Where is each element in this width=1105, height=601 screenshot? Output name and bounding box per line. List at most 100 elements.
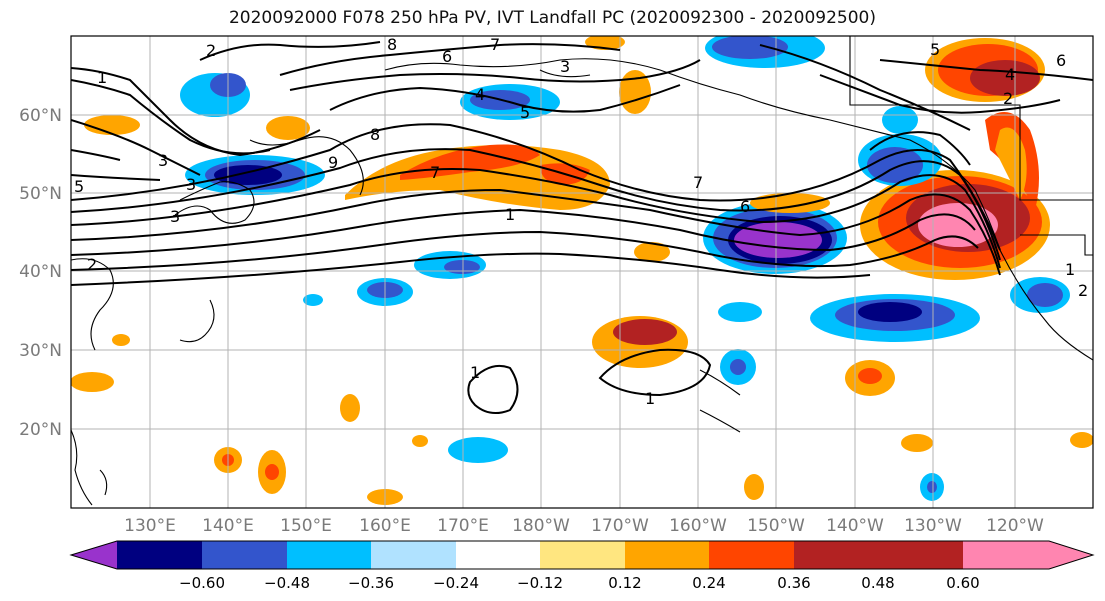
positive-anomaly-region xyxy=(340,394,360,422)
lon-label: 150°W xyxy=(747,516,805,536)
positive-anomaly-region xyxy=(400,144,540,180)
contour-label: 6 xyxy=(1056,51,1066,70)
graticule xyxy=(71,36,1093,508)
positive-anomaly-region xyxy=(412,435,428,447)
lat-label: 60°N xyxy=(19,106,62,126)
colorbar-segment xyxy=(963,541,1049,569)
colorbar-extend-low xyxy=(71,541,117,569)
contour-label: 4 xyxy=(1005,65,1015,84)
negative-anomaly-region xyxy=(444,260,480,274)
negative-anomaly-region xyxy=(734,222,822,258)
lon-label: 160°W xyxy=(669,516,727,536)
colorbar-tick: −0.60 xyxy=(179,574,225,592)
colorbar-segment xyxy=(287,541,371,569)
colorbar-segment xyxy=(456,541,540,569)
colorbar-outline xyxy=(69,540,1095,570)
colorbar-tick: 0.48 xyxy=(861,574,894,592)
contour-label: 8 xyxy=(370,125,380,144)
lat-label: 30°N xyxy=(19,341,62,361)
lon-label: 140°E xyxy=(202,516,254,536)
contour-label: 3 xyxy=(170,207,180,226)
lat-label: 20°N xyxy=(19,420,62,440)
colorbar-tick: 0.12 xyxy=(608,574,641,592)
contour-label: 3 xyxy=(158,151,168,170)
contour-label: 4 xyxy=(475,85,485,104)
colorbar-tick: −0.36 xyxy=(348,574,394,592)
contour-label: 6 xyxy=(442,47,452,66)
contour-label: 5 xyxy=(74,177,84,196)
lon-label: 170°E xyxy=(437,516,489,536)
contour-label: 7 xyxy=(430,163,440,182)
colorbar-segment xyxy=(625,541,709,569)
positive-anomaly-region xyxy=(266,116,310,140)
lon-label: 130°W xyxy=(904,516,962,536)
contour-labels: 1 2 3 3 3 5 6 7 8 5 4 3 8 9 7 1 7 6 5 4 … xyxy=(74,35,1088,408)
positive-anomaly-region xyxy=(265,464,279,480)
lat-label: 50°N xyxy=(19,184,62,204)
positive-anomaly-region xyxy=(901,434,933,452)
positive-anomaly-region xyxy=(613,319,677,345)
contour-label: 3 xyxy=(186,175,196,194)
contour-label: 2 xyxy=(206,41,216,60)
colorbar-segment xyxy=(117,541,202,569)
contour-label: 7 xyxy=(490,35,500,54)
colorbar-tick: 0.60 xyxy=(946,574,979,592)
colorbar-tick: −0.24 xyxy=(433,574,479,592)
colorbar-segment xyxy=(794,541,878,569)
negative-anomaly-region xyxy=(448,437,508,463)
colorbar: −0.60 −0.48 −0.36 −0.24 −0.12 0.12 0.24 … xyxy=(69,540,1095,592)
positive-anomaly-region xyxy=(634,242,670,262)
colorbar-segment xyxy=(202,541,287,569)
contour-label: 2 xyxy=(1003,89,1013,108)
contour-label: 5 xyxy=(930,40,940,59)
contour-label: 1 xyxy=(97,68,107,87)
contour-label: 3 xyxy=(560,57,570,76)
contour-label: 1 xyxy=(470,363,480,382)
negative-anomaly-region xyxy=(858,302,922,322)
colorbar-segment xyxy=(878,541,963,569)
map-frame xyxy=(70,35,1094,509)
contour-label: 7 xyxy=(693,173,703,192)
colorbar-segment xyxy=(371,541,456,569)
contour-label: 1 xyxy=(645,389,655,408)
positive-anomaly-region xyxy=(995,127,1027,200)
negative-anomaly-region xyxy=(718,302,762,322)
positive-anomaly-region xyxy=(84,115,140,135)
colorbar-ticks: −0.60 −0.48 −0.36 −0.24 −0.12 0.12 0.24 … xyxy=(179,574,980,592)
pv-contours xyxy=(71,41,1093,415)
negative-anomaly-region xyxy=(712,36,788,59)
positive-anomaly-region xyxy=(858,368,882,384)
negative-anomaly-region xyxy=(867,147,923,183)
lon-label: 180°W xyxy=(512,516,570,536)
colorbar-tick: 0.24 xyxy=(692,574,725,592)
map-title: 2020092000 F078 250 hPa PV, IVT Landfall… xyxy=(228,8,876,28)
contour-label: 2 xyxy=(1078,281,1088,300)
contour-label: 5 xyxy=(520,103,530,122)
lon-label: 160°E xyxy=(359,516,411,536)
lat-label: 40°N xyxy=(19,262,62,282)
negative-anomaly-region xyxy=(303,294,323,306)
colorbar-extend-high xyxy=(1049,541,1093,569)
negative-anomaly-region xyxy=(214,165,282,185)
latitude-labels: 60°N 50°N 40°N 30°N 20°N xyxy=(19,106,62,440)
positive-anomaly-region xyxy=(71,372,114,392)
positive-anomaly-region xyxy=(918,203,998,247)
colorbar-tick: −0.48 xyxy=(264,574,310,592)
negative-anomaly-region xyxy=(1027,283,1063,307)
positive-anomaly-region xyxy=(1070,432,1093,448)
contour-label: 2 xyxy=(87,255,97,274)
lon-label: 170°W xyxy=(591,516,649,536)
contour-label: 9 xyxy=(328,153,338,172)
colorbar-tick: 0.36 xyxy=(777,574,810,592)
positive-anomaly-region xyxy=(112,334,130,346)
colorbar-segment xyxy=(709,541,794,569)
lon-label: 120°W xyxy=(986,516,1044,536)
colorbar-segment xyxy=(540,541,625,569)
negative-anomaly-region xyxy=(730,359,746,375)
negative-anomaly-region xyxy=(927,481,937,493)
contour-label: 1 xyxy=(1065,260,1075,279)
longitude-labels: 130°E 140°E 150°E 160°E 170°E 180°W 170°… xyxy=(124,516,1044,536)
contour-label: 6 xyxy=(740,197,750,216)
lon-label: 150°E xyxy=(280,516,332,536)
contour-label: 8 xyxy=(387,35,397,54)
